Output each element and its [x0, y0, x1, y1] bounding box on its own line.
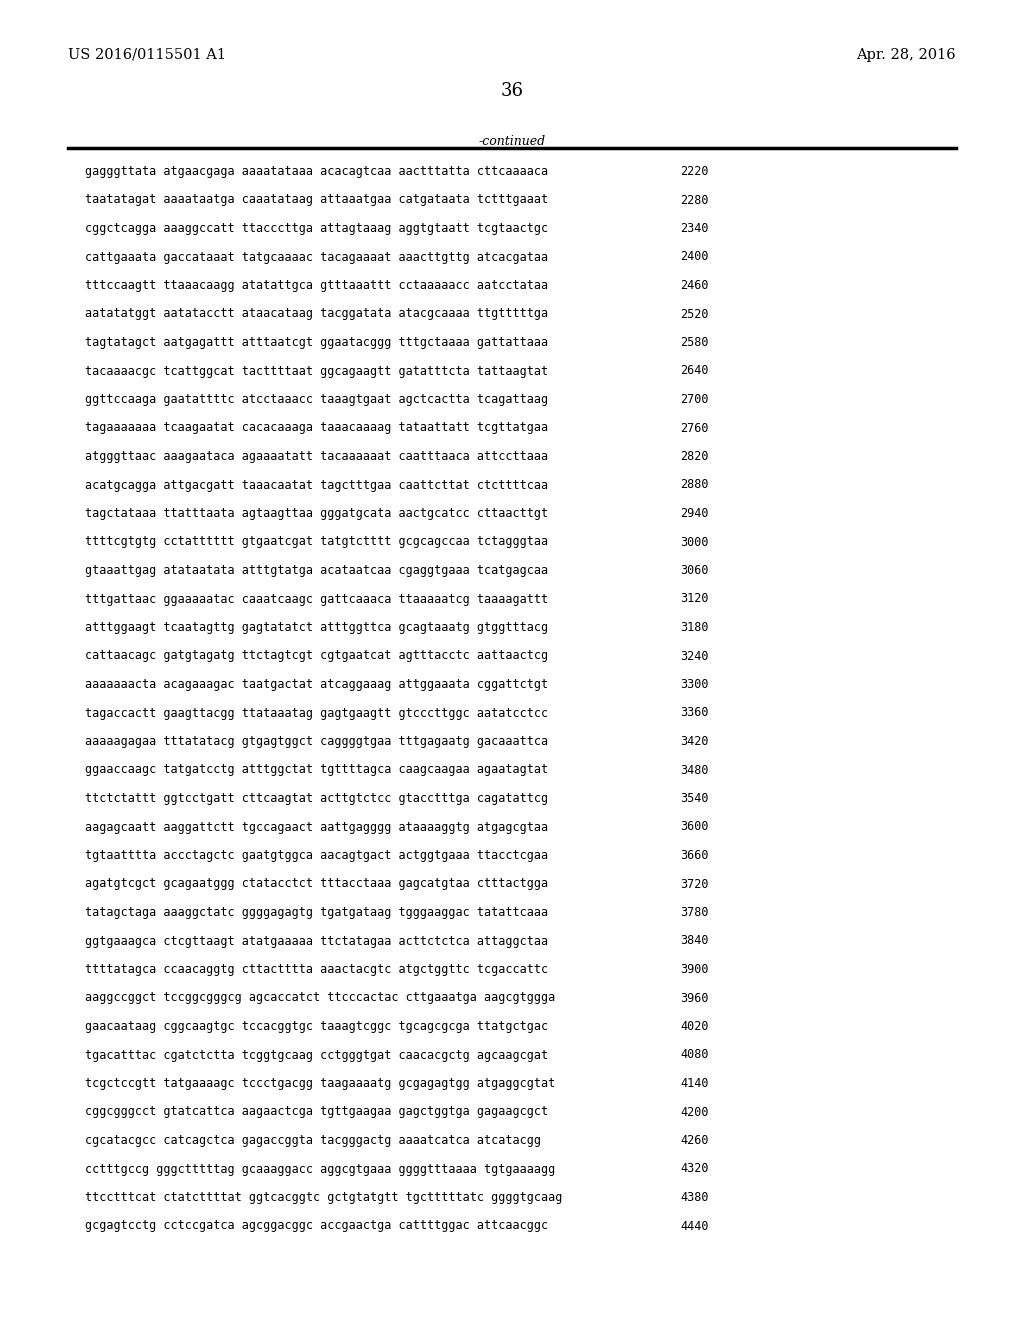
Text: 2760: 2760: [680, 421, 709, 434]
Text: 3120: 3120: [680, 593, 709, 606]
Text: aaaaaaacta acagaaagac taatgactat atcaggaaag attggaaata cggattctgt: aaaaaaacta acagaaagac taatgactat atcagga…: [85, 678, 548, 690]
Text: 4260: 4260: [680, 1134, 709, 1147]
Text: tgtaatttta accctagctc gaatgtggca aacagtgact actggtgaaa ttacctcgaa: tgtaatttta accctagctc gaatgtggca aacagtg…: [85, 849, 548, 862]
Text: 3780: 3780: [680, 906, 709, 919]
Text: 2880: 2880: [680, 479, 709, 491]
Text: ggttccaaga gaatattttc atcctaaacc taaagtgaat agctcactta tcagattaag: ggttccaaga gaatattttc atcctaaacc taaagtg…: [85, 393, 548, 407]
Text: Apr. 28, 2016: Apr. 28, 2016: [856, 48, 956, 62]
Text: 3360: 3360: [680, 706, 709, 719]
Text: 3000: 3000: [680, 536, 709, 549]
Text: gtaaattgag atataatata atttgtatga acataatcaa cgaggtgaaa tcatgagcaa: gtaaattgag atataatata atttgtatga acataat…: [85, 564, 548, 577]
Text: cattaacagc gatgtagatg ttctagtcgt cgtgaatcat agtttacctc aattaactcg: cattaacagc gatgtagatg ttctagtcgt cgtgaat…: [85, 649, 548, 663]
Text: 3960: 3960: [680, 991, 709, 1005]
Text: tagctataaa ttatttaata agtaagttaa gggatgcata aactgcatcc cttaacttgt: tagctataaa ttatttaata agtaagttaa gggatgc…: [85, 507, 548, 520]
Text: tgacatttac cgatctctta tcggtgcaag cctgggtgat caacacgctg agcaagcgat: tgacatttac cgatctctta tcggtgcaag cctgggt…: [85, 1048, 548, 1061]
Text: 2640: 2640: [680, 364, 709, 378]
Text: 3900: 3900: [680, 964, 709, 975]
Text: 2520: 2520: [680, 308, 709, 321]
Text: 36: 36: [501, 82, 523, 100]
Text: 4320: 4320: [680, 1163, 709, 1176]
Text: ttcctttcat ctatcttttat ggtcacggtc gctgtatgtt tgctttttatc ggggtgcaag: ttcctttcat ctatcttttat ggtcacggtc gctgta…: [85, 1191, 562, 1204]
Text: gaacaataag cggcaagtgc tccacggtgc taaagtcggc tgcagcgcga ttatgctgac: gaacaataag cggcaagtgc tccacggtgc taaagtc…: [85, 1020, 548, 1034]
Text: US 2016/0115501 A1: US 2016/0115501 A1: [68, 48, 226, 62]
Text: tttccaagtt ttaaacaagg atatattgca gtttaaattt cctaaaaacc aatcctataa: tttccaagtt ttaaacaagg atatattgca gtttaaa…: [85, 279, 548, 292]
Text: 2220: 2220: [680, 165, 709, 178]
Text: ggtgaaagca ctcgttaagt atatgaaaaa ttctatagaa acttctctca attaggctaa: ggtgaaagca ctcgttaagt atatgaaaaa ttctata…: [85, 935, 548, 948]
Text: 2400: 2400: [680, 251, 709, 264]
Text: -continued: -continued: [478, 135, 546, 148]
Text: 3060: 3060: [680, 564, 709, 577]
Text: aatatatggt aatatacctt ataacataag tacggatata atacgcaaaa ttgtttttga: aatatatggt aatatacctt ataacataag tacggat…: [85, 308, 548, 321]
Text: 3600: 3600: [680, 821, 709, 833]
Text: 3480: 3480: [680, 763, 709, 776]
Text: 2460: 2460: [680, 279, 709, 292]
Text: tagaccactt gaagttacgg ttataaatag gagtgaagtt gtcccttggc aatatcctcc: tagaccactt gaagttacgg ttataaatag gagtgaa…: [85, 706, 548, 719]
Text: 3540: 3540: [680, 792, 709, 805]
Text: cgcatacgcc catcagctca gagaccggta tacgggactg aaaatcatca atcatacgg: cgcatacgcc catcagctca gagaccggta tacggga…: [85, 1134, 541, 1147]
Text: gcgagtcctg cctccgatca agcggacggc accgaactga cattttggac attcaacggc: gcgagtcctg cctccgatca agcggacggc accgaac…: [85, 1220, 548, 1233]
Text: 3420: 3420: [680, 735, 709, 748]
Text: 2940: 2940: [680, 507, 709, 520]
Text: 3660: 3660: [680, 849, 709, 862]
Text: 2700: 2700: [680, 393, 709, 407]
Text: gagggttata atgaacgaga aaaatataaa acacagtcaa aactttatta cttcaaaaca: gagggttata atgaacgaga aaaatataaa acacagt…: [85, 165, 548, 178]
Text: tttgattaac ggaaaaatac caaatcaagc gattcaaaca ttaaaaatcg taaaagattt: tttgattaac ggaaaaatac caaatcaagc gattcaa…: [85, 593, 548, 606]
Text: 4080: 4080: [680, 1048, 709, 1061]
Text: 2580: 2580: [680, 337, 709, 348]
Text: acatgcagga attgacgatt taaacaatat tagctttgaa caattcttat ctcttttcaa: acatgcagga attgacgatt taaacaatat tagcttt…: [85, 479, 548, 491]
Text: atttggaagt tcaatagttg gagtatatct atttggttca gcagtaaatg gtggtttacg: atttggaagt tcaatagttg gagtatatct atttggt…: [85, 620, 548, 634]
Text: tatagctaga aaaggctatc ggggagagtg tgatgataag tgggaaggac tatattcaaa: tatagctaga aaaggctatc ggggagagtg tgatgat…: [85, 906, 548, 919]
Text: aaaaagagaa tttatatacg gtgagtggct caggggtgaa tttgagaatg gacaaattca: aaaaagagaa tttatatacg gtgagtggct caggggt…: [85, 735, 548, 748]
Text: cattgaaata gaccataaat tatgcaaaac tacagaaaat aaacttgttg atcacgataa: cattgaaata gaccataaat tatgcaaaac tacagaa…: [85, 251, 548, 264]
Text: tacaaaacgc tcattggcat tacttttaat ggcagaagtt gatatttcta tattaagtat: tacaaaacgc tcattggcat tacttttaat ggcagaa…: [85, 364, 548, 378]
Text: taatatagat aaaataatga caaatataag attaaatgaa catgataata tctttgaaat: taatatagat aaaataatga caaatataag attaaat…: [85, 194, 548, 206]
Text: atgggttaac aaagaataca agaaaatatt tacaaaaaat caatttaaca attccttaaa: atgggttaac aaagaataca agaaaatatt tacaaaa…: [85, 450, 548, 463]
Text: ttttcgtgtg cctatttttt gtgaatcgat tatgtctttt gcgcagccaa tctagggtaa: ttttcgtgtg cctatttttt gtgaatcgat tatgtct…: [85, 536, 548, 549]
Text: ttctctattt ggtcctgatt cttcaagtat acttgtctcc gtacctttga cagatattcg: ttctctattt ggtcctgatt cttcaagtat acttgtc…: [85, 792, 548, 805]
Text: aagagcaatt aaggattctt tgccagaact aattgagggg ataaaaggtg atgagcgtaa: aagagcaatt aaggattctt tgccagaact aattgag…: [85, 821, 548, 833]
Text: cctttgccg gggctttttag gcaaaggacc aggcgtgaaa ggggtttaaaa tgtgaaaagg: cctttgccg gggctttttag gcaaaggacc aggcgtg…: [85, 1163, 555, 1176]
Text: 4200: 4200: [680, 1106, 709, 1118]
Text: 3720: 3720: [680, 878, 709, 891]
Text: 2820: 2820: [680, 450, 709, 463]
Text: 3240: 3240: [680, 649, 709, 663]
Text: agatgtcgct gcagaatggg ctatacctct tttacctaaa gagcatgtaa ctttactgga: agatgtcgct gcagaatggg ctatacctct tttacct…: [85, 878, 548, 891]
Text: 2280: 2280: [680, 194, 709, 206]
Text: aaggccggct tccggcgggcg agcaccatct ttcccactac cttgaaatga aagcgtggga: aaggccggct tccggcgggcg agcaccatct ttccca…: [85, 991, 555, 1005]
Text: cggcgggcct gtatcattca aagaactcga tgttgaagaa gagctggtga gagaagcgct: cggcgggcct gtatcattca aagaactcga tgttgaa…: [85, 1106, 548, 1118]
Text: cggctcagga aaaggccatt ttacccttga attagtaaag aggtgtaatt tcgtaactgc: cggctcagga aaaggccatt ttacccttga attagta…: [85, 222, 548, 235]
Text: ggaaccaagc tatgatcctg atttggctat tgttttagca caagcaagaa agaatagtat: ggaaccaagc tatgatcctg atttggctat tgtttta…: [85, 763, 548, 776]
Text: 2340: 2340: [680, 222, 709, 235]
Text: 4440: 4440: [680, 1220, 709, 1233]
Text: 4140: 4140: [680, 1077, 709, 1090]
Text: tagaaaaaaa tcaagaatat cacacaaaga taaacaaaag tataattatt tcgttatgaa: tagaaaaaaa tcaagaatat cacacaaaga taaacaa…: [85, 421, 548, 434]
Text: tcgctccgtt tatgaaaagc tccctgacgg taagaaaatg gcgagagtgg atgaggcgtat: tcgctccgtt tatgaaaagc tccctgacgg taagaaa…: [85, 1077, 555, 1090]
Text: ttttatagca ccaacaggtg cttactttta aaactacgtc atgctggttc tcgaccattc: ttttatagca ccaacaggtg cttactttta aaactac…: [85, 964, 548, 975]
Text: tagtatagct aatgagattt atttaatcgt ggaatacggg tttgctaaaa gattattaaa: tagtatagct aatgagattt atttaatcgt ggaatac…: [85, 337, 548, 348]
Text: 3840: 3840: [680, 935, 709, 948]
Text: 4020: 4020: [680, 1020, 709, 1034]
Text: 3180: 3180: [680, 620, 709, 634]
Text: 4380: 4380: [680, 1191, 709, 1204]
Text: 3300: 3300: [680, 678, 709, 690]
